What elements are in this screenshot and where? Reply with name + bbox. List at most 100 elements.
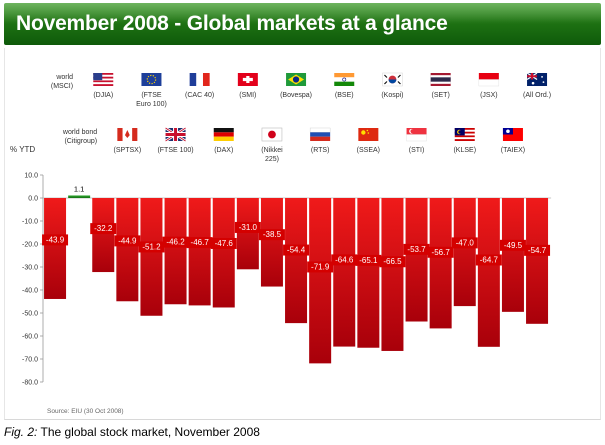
bar xyxy=(212,198,235,308)
data-label-box xyxy=(258,229,285,241)
singapore-flag-icon xyxy=(406,128,427,142)
russia-flag-icon xyxy=(309,127,331,141)
data-label: -44.9 xyxy=(118,236,137,245)
category-label: (All Ord.) xyxy=(523,92,551,99)
y-tick-label: -20.0 xyxy=(22,242,38,249)
category-label: (FTSE Euro 100) xyxy=(136,92,167,108)
bar xyxy=(188,198,211,306)
category-label: (JSX) xyxy=(480,92,498,99)
bars xyxy=(44,195,549,364)
bar xyxy=(260,198,283,287)
data-label: 1.1 xyxy=(74,184,84,193)
bar xyxy=(381,198,404,351)
data-label: -53.7 xyxy=(407,245,426,254)
y-tick-label: -30.0 xyxy=(22,265,38,272)
japan-flag-icon xyxy=(261,127,283,142)
uk-flag-icon xyxy=(164,126,187,143)
category-label: (SMI) xyxy=(239,92,256,99)
bar xyxy=(477,198,500,347)
bar xyxy=(285,198,308,324)
data-label-box xyxy=(114,235,141,247)
malaysia-flag-icon xyxy=(454,128,475,141)
australia-flag-icon xyxy=(526,72,548,86)
data-label-box xyxy=(524,244,551,256)
germany-flag-icon xyxy=(213,128,234,141)
bar xyxy=(357,198,380,348)
category-label: (Kospi) xyxy=(381,92,403,99)
chart-frame: world (MSCI) world bond (Citigroup) (DJIA) (S… xyxy=(4,48,601,420)
category-label: (TAIEX) xyxy=(501,147,525,154)
data-label: -47.0 xyxy=(456,238,475,247)
data-label-box xyxy=(355,254,382,266)
bar xyxy=(116,198,139,302)
page-title: November 2008 - Global markets at a glan… xyxy=(16,12,448,35)
data-label: -32.2 xyxy=(94,224,113,233)
y-tick-label: -40.0 xyxy=(22,288,38,295)
bar xyxy=(501,198,524,312)
data-label-box xyxy=(499,239,526,251)
figure-caption-text: The global stock market, November 2008 xyxy=(40,425,260,439)
bar xyxy=(236,198,259,270)
data-label: -31.0 xyxy=(239,223,258,232)
category-label: (SET) xyxy=(432,92,450,99)
figure-number: Fig. 2: xyxy=(4,425,38,439)
data-label-box xyxy=(451,237,478,249)
data-label: -46.2 xyxy=(166,238,185,247)
data-label-box xyxy=(283,244,310,256)
data-label: -49.5 xyxy=(504,241,523,250)
title-bar-shine xyxy=(4,3,601,24)
bar xyxy=(405,198,428,322)
canada-flag-icon xyxy=(117,128,138,141)
data-label-box xyxy=(234,221,261,233)
data-label-box xyxy=(90,223,117,235)
category-label: (Nikkei 225) xyxy=(261,147,283,163)
title-bar: November 2008 - Global markets at a glan… xyxy=(4,3,601,45)
data-label-box xyxy=(379,256,406,268)
data-label: -66.5 xyxy=(383,257,402,266)
data-label: -47.6 xyxy=(215,239,234,248)
data-label-box xyxy=(138,241,165,253)
eu-flag-icon xyxy=(141,73,162,86)
data-label-box xyxy=(42,234,69,246)
y-tick-label: -50.0 xyxy=(22,311,38,318)
category-label: (SSEA) xyxy=(357,147,380,154)
data-label-box xyxy=(162,236,189,248)
data-label: -64.7 xyxy=(480,256,499,265)
data-label-box xyxy=(403,243,430,255)
bar xyxy=(44,198,67,299)
bar xyxy=(92,198,115,273)
category-label: world (MSCI) xyxy=(51,74,73,90)
data-label: -38.5 xyxy=(263,230,282,239)
bar xyxy=(453,198,476,307)
bar xyxy=(429,198,452,329)
source-note: Source: EIU (30 Oct 2008) xyxy=(47,408,124,415)
usa-flag-icon xyxy=(93,73,114,86)
data-label-box xyxy=(307,261,334,273)
category-label: (DAX) xyxy=(214,147,233,154)
taiwan-flag-icon xyxy=(502,128,523,141)
india-flag-icon xyxy=(334,73,355,86)
data-label-box xyxy=(475,254,502,266)
y-tick-label: -80.0 xyxy=(22,380,38,387)
france-flag-icon xyxy=(189,73,210,86)
y-tick-label: -70.0 xyxy=(22,357,38,364)
y-axis-label: % YTD xyxy=(10,145,35,154)
thailand-flag-icon xyxy=(430,73,451,86)
figure-caption: Fig. 2: The global stock market, Novembe… xyxy=(4,425,260,439)
category-header: world (MSCI) world bond (Citigroup) (DJIA) (S… xyxy=(51,72,551,163)
category-label: world bond (Citigroup) xyxy=(62,129,97,145)
data-label-box xyxy=(210,237,237,249)
data-label-box xyxy=(331,254,358,266)
category-label: (DJIA) xyxy=(93,92,113,99)
switzerland-flag-icon xyxy=(237,73,258,86)
bar xyxy=(309,198,332,364)
data-label: -46.7 xyxy=(191,238,210,247)
bar xyxy=(68,195,91,198)
category-label: (SPTSX) xyxy=(114,147,142,154)
value-labels: -43.9 1.1 -32.2 -44.9 -51.2 -46.2 -46.7 -47.6 -3… xyxy=(42,184,551,273)
category-label: (STI) xyxy=(409,147,425,154)
data-label: -71.9 xyxy=(311,262,330,271)
data-label: -64.6 xyxy=(335,255,354,264)
data-label: -54.7 xyxy=(528,246,547,255)
bar xyxy=(526,198,549,324)
